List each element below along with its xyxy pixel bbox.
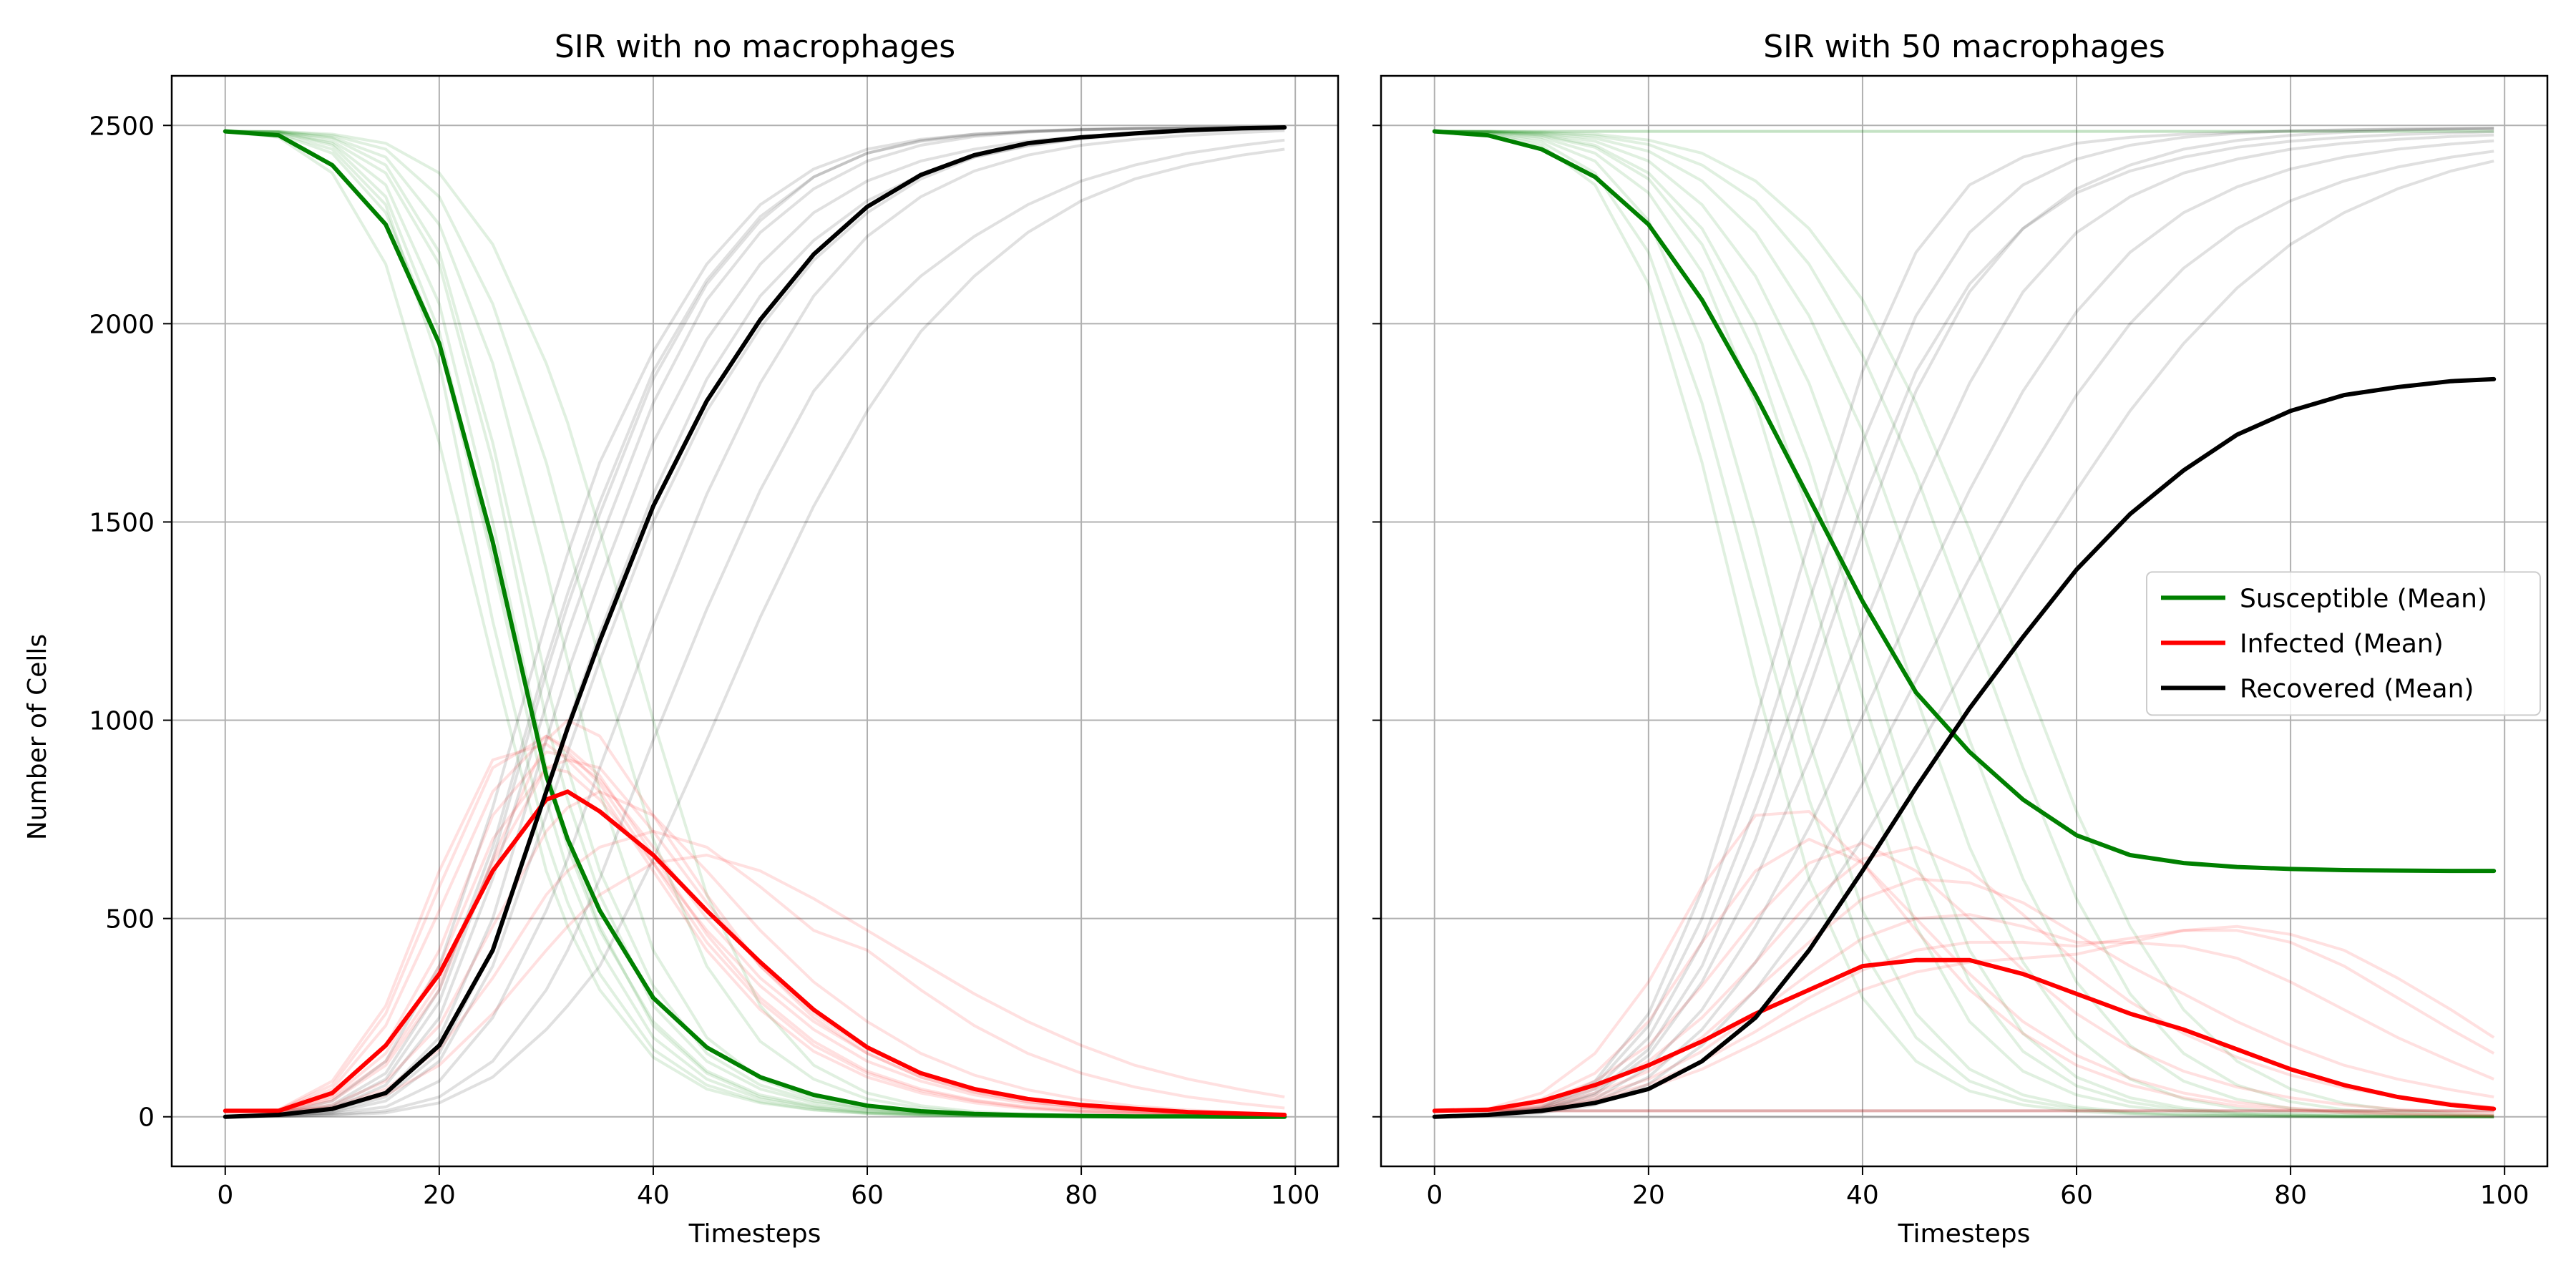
x-axis-label: Timesteps (688, 1219, 821, 1249)
mean-series (223, 125, 1287, 1119)
y-tick-label: 500 (105, 905, 155, 935)
run-line-susceptible (1434, 130, 2494, 1118)
run-line-infected (225, 790, 1285, 1116)
x-tick-label: 0 (1426, 1181, 1443, 1210)
run-line-recovered (1434, 139, 2494, 1118)
run-line-infected (1434, 929, 2495, 1113)
x-tick-label: 100 (2480, 1181, 2529, 1210)
x-tick-label: 80 (2274, 1181, 2307, 1210)
mean-line-susceptible (223, 129, 1287, 1119)
run-line-susceptible (1434, 130, 2494, 1118)
run-line-recovered (225, 129, 1285, 1118)
x-tick-label: 20 (1632, 1181, 1665, 1210)
y-axis-label: Number of Cells (23, 634, 52, 840)
mean-series (1432, 129, 2497, 1119)
x-tick-label: 100 (1271, 1181, 1320, 1210)
run-line-susceptible (1434, 130, 2494, 1118)
x-tick-label: 40 (637, 1181, 670, 1210)
x-axis-label: Timesteps (1898, 1219, 2031, 1249)
y-tick-label: 2500 (89, 112, 155, 141)
run-line-recovered (225, 125, 1285, 1118)
run-line-susceptible (1434, 130, 2494, 1118)
run-line-recovered (225, 125, 1285, 1118)
run-line-recovered (225, 138, 1285, 1118)
grid (1381, 76, 2547, 1166)
legend-label: Susceptible (Mean) (2240, 584, 2487, 613)
run-line-recovered (1434, 127, 2494, 1118)
mean-line-infected (223, 789, 1287, 1117)
run-line-susceptible (1434, 130, 2494, 1118)
run-line-infected (1434, 877, 2494, 1113)
individual-runs (1434, 127, 2495, 1118)
run-line-recovered (1434, 150, 2494, 1118)
y-tick-label: 1500 (89, 508, 155, 537)
axes-frame (1380, 74, 2549, 1168)
run-line-infected (1434, 841, 2494, 1116)
x-tick-label: 0 (217, 1181, 233, 1210)
y-tick-label: 1000 (89, 707, 155, 736)
run-line-susceptible (1434, 130, 2494, 1118)
mean-line-recovered (223, 125, 1287, 1119)
run-line-infected (225, 734, 1285, 1118)
run-line-recovered (1434, 133, 2494, 1118)
axes-frame (170, 74, 1340, 1168)
y-tick-label: 2000 (89, 310, 155, 339)
run-line-recovered (225, 125, 1285, 1118)
legend-label: Infected (Mean) (2240, 629, 2444, 658)
run-line-infected (225, 718, 1285, 1118)
run-line-susceptible (1434, 130, 2494, 1117)
run-line-recovered (225, 147, 1285, 1118)
run-line-susceptible (1434, 130, 2494, 1118)
y-tick-label: 0 (138, 1103, 155, 1133)
x-tick-label: 20 (423, 1181, 456, 1210)
x-tick-label: 60 (851, 1181, 884, 1210)
chart-title: SIR with 50 macrophages (1763, 29, 2165, 65)
legend-label: Recovered (Mean) (2240, 674, 2474, 703)
run-line-susceptible (1434, 130, 2494, 1118)
run-line-susceptible (1434, 130, 2494, 1118)
run-line-infected (1434, 837, 2494, 1118)
run-line-infected (225, 750, 1285, 1118)
mean-line-infected (1432, 957, 2497, 1113)
run-line-recovered (1434, 127, 2494, 1118)
mean-line-recovered (1432, 376, 2497, 1119)
run-line-infected (1434, 810, 2494, 1118)
grid (172, 76, 1338, 1166)
run-line-recovered (1434, 130, 2494, 1118)
run-line-infected (225, 742, 1285, 1118)
legend: Susceptible (Mean) Infected (Mean) Recover… (2146, 571, 2541, 716)
panel-50-macrophages: 0 20 40 60 80 100 SIR with 50 macrophages Times… (1372, 29, 2549, 1249)
x-tick-label: 40 (1846, 1181, 1879, 1210)
run-line-infected (225, 734, 1285, 1118)
legend-box (2146, 571, 2541, 716)
run-line-recovered (225, 125, 1285, 1118)
chart-title: SIR with no macrophages (555, 29, 955, 65)
x-tick-label: 80 (1065, 1181, 1098, 1210)
run-line-infected (1434, 913, 2494, 1113)
mean-line-susceptible (1432, 129, 2497, 874)
run-line-infected (225, 854, 1285, 1113)
x-tick-label: 60 (2060, 1181, 2093, 1210)
